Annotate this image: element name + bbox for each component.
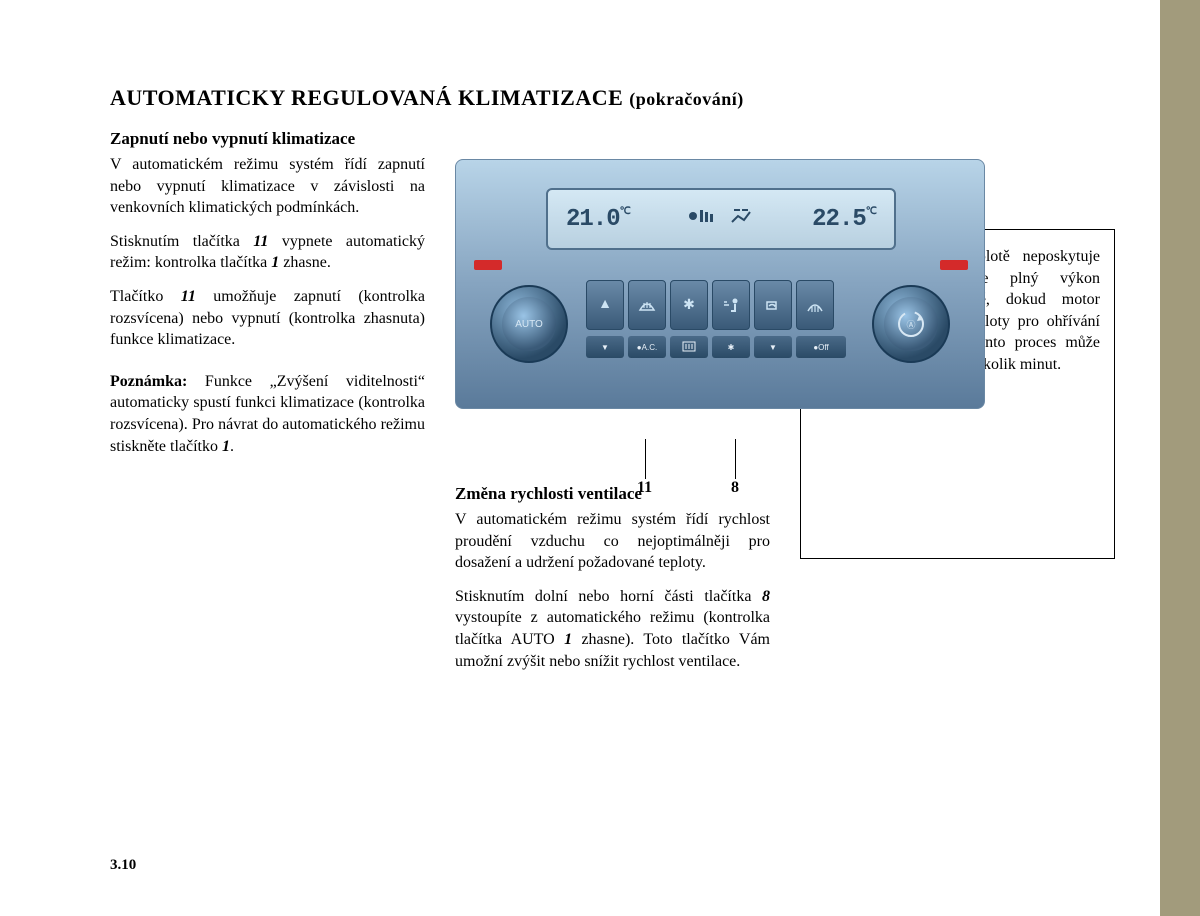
manual-page: AUTOMATICKY REGULOVANÁ KLIMATIZACE (pokr… <box>0 0 1200 916</box>
callout-8-line <box>735 439 736 479</box>
lcd-display: 21.0℃ 22.5℃ <box>546 188 896 250</box>
para-1: V automatickém režimu systém řídí zapnut… <box>110 154 425 219</box>
column-2: 1 21914.5 21.0℃ <box>455 129 770 684</box>
content-columns: Zapnutí nebo vypnutí klimatizace V autom… <box>110 129 1140 684</box>
page-title: AUTOMATICKY REGULOVANÁ KLIMATIZACE (pokr… <box>110 85 1140 111</box>
visibility-button[interactable] <box>796 280 834 330</box>
para-3: Tlačítko 11 umožňuje zapnutí (kontrolka … <box>110 286 425 351</box>
title-sub: (pokračování) <box>629 89 744 109</box>
hazard-left <box>474 260 502 270</box>
callout-11-line <box>645 439 646 479</box>
recirculate-button[interactable] <box>754 280 792 330</box>
off-button[interactable]: ●Off <box>796 336 846 358</box>
para-2: Stisknutím tlačítka 11 vypnete automatic… <box>110 231 425 274</box>
callout-8: 8 <box>731 479 739 497</box>
auto-dial[interactable]: AUTO <box>490 285 568 363</box>
climate-control-panel: 21914.5 21.0℃ <box>455 159 985 409</box>
section-heading-2: Změna rychlosti ventilace <box>455 484 770 504</box>
col2-para-1: V automatickém režimu systém řídí rychlo… <box>455 509 770 574</box>
para-note: Poznámka: Funkce „Zvýšení viditelnosti“ … <box>110 371 425 457</box>
fan-bars-icon <box>688 206 718 232</box>
airflow-up-button[interactable]: ▲ <box>586 280 624 330</box>
fan-speed-label[interactable]: ✱ <box>712 336 750 358</box>
svg-text:Ⓐ: Ⓐ <box>906 320 915 330</box>
page-number: 3.10 <box>110 857 136 874</box>
airflow-down2-button[interactable]: ▼ <box>754 336 792 358</box>
hazard-right <box>940 260 968 270</box>
ac-button[interactable]: ●A.C. <box>628 336 666 358</box>
airflow-down-button[interactable]: ▼ <box>586 336 624 358</box>
lcd-temp-left: 21.0℃ <box>566 206 630 233</box>
climate-panel-figure: 1 21914.5 21.0℃ <box>455 159 985 409</box>
label-row: ▼ ●A.C. ✱ ▼ ●Off <box>586 336 846 358</box>
auto-dial-label: AUTO <box>502 297 556 351</box>
hazard-indicators <box>456 260 985 274</box>
section-heading-1: Zapnutí nebo vypnutí klimatizace <box>110 129 425 149</box>
defrost-front-button[interactable] <box>628 280 666 330</box>
col2-para-2: Stisknutím dolní nebo horní části tlačít… <box>455 586 770 672</box>
callout-11: 11 <box>637 479 652 497</box>
airflow-body-button[interactable] <box>712 280 750 330</box>
button-row: ▲ ✱ <box>586 280 834 330</box>
right-margin-band <box>1160 0 1200 916</box>
recirc-auto-icon: Ⓐ <box>884 297 938 351</box>
fan-button[interactable]: ✱ <box>670 280 708 330</box>
lcd-mode-icons <box>688 206 754 232</box>
title-main: AUTOMATICKY REGULOVANÁ KLIMATIZACE <box>110 85 623 110</box>
defrost-rear-button[interactable] <box>670 336 708 358</box>
airflow-icon <box>728 206 754 232</box>
temp-dial[interactable]: Ⓐ <box>872 285 950 363</box>
lcd-temp-right: 22.5℃ <box>812 206 876 233</box>
column-1: Zapnutí nebo vypnutí klimatizace V autom… <box>110 129 425 684</box>
